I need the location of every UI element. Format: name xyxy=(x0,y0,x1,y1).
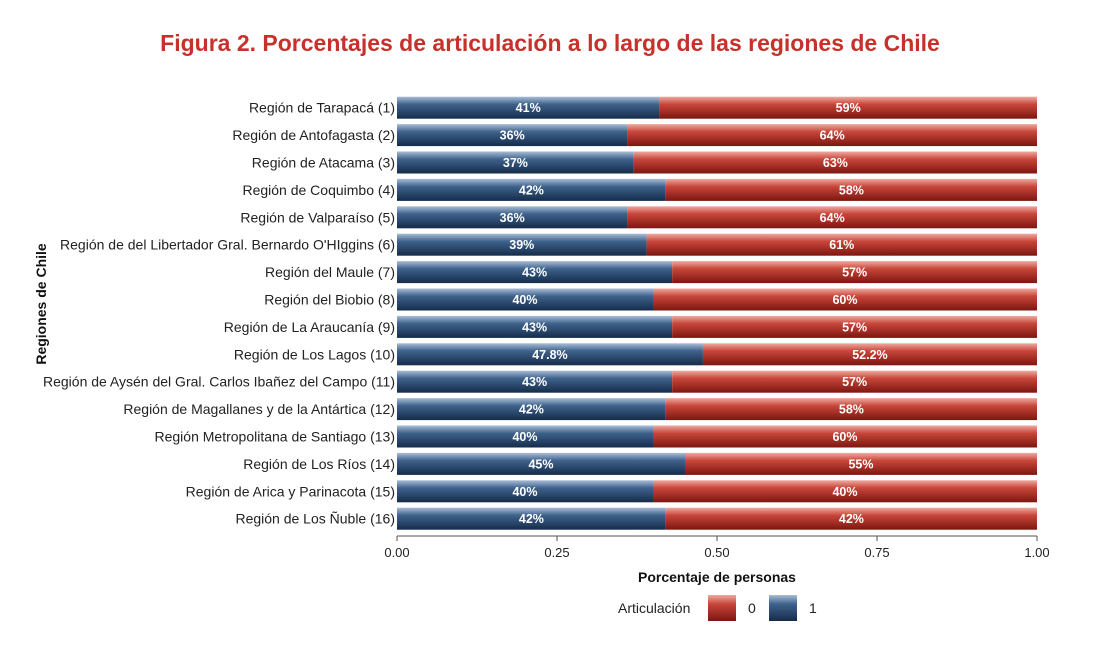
category-label: Región del Maule (7) xyxy=(265,264,395,280)
bar-segment-1 xyxy=(397,425,653,448)
data-label-0: 55% xyxy=(848,457,873,471)
category-label: Región de Aysén del Gral. Carlos Ibañez … xyxy=(43,374,395,390)
legend-title: Articulación xyxy=(618,600,690,616)
data-label-1: 42% xyxy=(519,512,544,526)
x-tick-label: 0.75 xyxy=(864,545,889,560)
data-label-0: 57% xyxy=(842,320,867,334)
bar-segment-1 xyxy=(397,288,653,311)
data-label-0: 60% xyxy=(832,430,857,444)
data-label-1: 36% xyxy=(500,211,525,225)
bar-segment-0 xyxy=(685,452,1037,475)
chart-title: Figura 2. Porcentajes de articulación a … xyxy=(160,30,940,56)
bar-segment-0 xyxy=(665,178,1037,201)
data-label-1: 41% xyxy=(516,101,541,115)
data-label-1: 37% xyxy=(503,156,528,170)
data-label-0: 57% xyxy=(842,266,867,280)
x-tick-label: 1.00 xyxy=(1024,545,1049,560)
category-label: Región de La Araucanía (9) xyxy=(224,319,395,335)
data-label-1: 42% xyxy=(519,183,544,197)
category-label: Región de Antofagasta (2) xyxy=(232,127,395,143)
category-label: Región de Los Ríos (14) xyxy=(243,456,395,472)
data-label-0: 63% xyxy=(823,156,848,170)
x-tick-label: 0.00 xyxy=(384,545,409,560)
legend-label-1: 1 xyxy=(809,600,817,616)
category-label: Región de Tarapacá (1) xyxy=(249,100,395,116)
bar-segment-1 xyxy=(397,178,666,201)
category-label: Región del Biobio (8) xyxy=(264,292,395,308)
category-label: Región de Arica y Parinacota (15) xyxy=(186,483,395,499)
category-label: Región de Atacama (3) xyxy=(252,155,395,171)
legend: Articulación 0 1 xyxy=(618,595,817,621)
legend-swatch-0 xyxy=(708,595,736,621)
category-label: Región de Valparaíso (5) xyxy=(240,209,395,225)
legend-label-0: 0 xyxy=(748,600,756,616)
data-label-1: 42% xyxy=(519,403,544,417)
x-axis-title: Porcentaje de personas xyxy=(638,569,796,585)
data-label-0: 52.2% xyxy=(852,348,887,362)
bar-segment-0 xyxy=(653,480,1037,503)
x-tick-label: 0.50 xyxy=(704,545,729,560)
data-label-1: 43% xyxy=(522,266,547,280)
bar-segment-0 xyxy=(665,507,1037,530)
bar-segment-1 xyxy=(397,480,653,503)
bar-segment-1 xyxy=(397,261,673,284)
data-label-0: 64% xyxy=(820,129,845,143)
category-label: Región de Magallanes y de la Antártica (… xyxy=(123,401,395,417)
bar-segment-0 xyxy=(646,233,1037,256)
bar-segment-0 xyxy=(627,124,1037,147)
data-label-0: 59% xyxy=(836,101,861,115)
bar-segment-0 xyxy=(653,288,1037,311)
bars-layer: 41% 59% 36% 64% 37% 63% 42% 58% 36% 64% 39% 61% 43% 5… xyxy=(397,96,1037,530)
data-label-1: 36% xyxy=(500,129,525,143)
data-label-0: 42% xyxy=(839,512,864,526)
bar-segment-1 xyxy=(397,452,685,475)
data-label-1: 40% xyxy=(512,293,537,307)
bar-segment-0 xyxy=(672,315,1037,338)
category-label: Región de del Libertador Gral. Bernardo … xyxy=(60,237,395,253)
data-label-1: 43% xyxy=(522,375,547,389)
bar-segment-1 xyxy=(397,233,647,256)
data-label-1: 45% xyxy=(528,457,553,471)
bar-segment-1 xyxy=(397,151,634,174)
bar-segment-0 xyxy=(672,261,1037,284)
bar-segment-0 xyxy=(659,96,1037,119)
category-label: Región de Coquimbo (4) xyxy=(242,182,395,198)
bar-segment-1 xyxy=(397,96,660,119)
data-label-1: 43% xyxy=(522,320,547,334)
bar-segment-0 xyxy=(633,151,1037,174)
data-label-1: 47.8% xyxy=(532,348,567,362)
category-labels: Región de Tarapacá (1) Región de Antofaga… xyxy=(43,100,395,527)
bar-segment-1 xyxy=(397,124,628,147)
bar-segment-1 xyxy=(397,398,666,421)
category-label: Región de Los Ñuble (16) xyxy=(235,511,395,527)
data-label-1: 39% xyxy=(509,238,534,252)
data-label-0: 58% xyxy=(839,403,864,417)
category-label: Región Metropolitana de Santiago (13) xyxy=(155,429,396,445)
data-label-1: 40% xyxy=(512,430,537,444)
bar-segment-0 xyxy=(627,206,1037,229)
bar-segment-0 xyxy=(653,425,1037,448)
data-label-0: 60% xyxy=(832,293,857,307)
bar-segment-1 xyxy=(397,507,666,530)
data-label-1: 40% xyxy=(512,485,537,499)
bar-segment-1 xyxy=(397,315,673,338)
bar-segment-1 xyxy=(397,206,628,229)
x-axis: 0.00 0.25 0.50 0.75 1.00 xyxy=(384,535,1050,560)
data-label-0: 58% xyxy=(839,183,864,197)
bar-segment-1 xyxy=(397,343,703,366)
bar-segment-1 xyxy=(397,370,673,393)
data-label-0: 57% xyxy=(842,375,867,389)
bar-segment-0 xyxy=(665,398,1037,421)
y-axis-title: Regiones de Chile xyxy=(33,243,49,365)
category-label: Región de Los Lagos (10) xyxy=(234,346,395,362)
data-label-0: 40% xyxy=(832,485,857,499)
data-label-0: 61% xyxy=(829,238,854,252)
bar-segment-0 xyxy=(702,343,1037,366)
data-label-0: 64% xyxy=(820,211,845,225)
bar-segment-0 xyxy=(672,370,1037,393)
x-tick-label: 0.25 xyxy=(544,545,569,560)
legend-swatch-1 xyxy=(769,595,797,621)
